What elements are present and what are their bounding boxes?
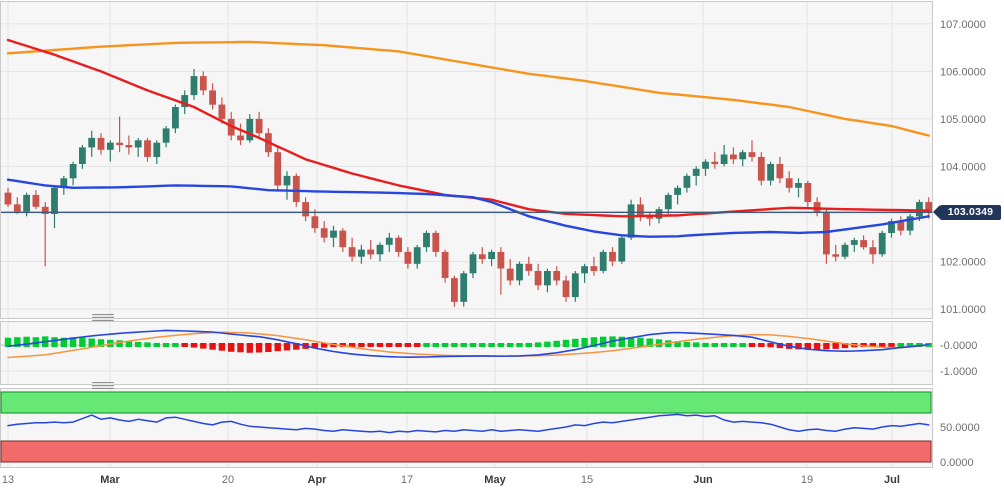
x-tick-label: Mar xyxy=(100,474,120,486)
y-tick-label: 107.0000 xyxy=(940,19,986,31)
y-tick-label: 105.0000 xyxy=(940,114,986,126)
x-tick-label: 15 xyxy=(581,474,593,486)
x-tick-label: Jun xyxy=(693,474,713,486)
x-tick-label: Apr xyxy=(308,474,328,486)
candlestick-series xyxy=(4,69,933,307)
x-tick-label: Jul xyxy=(884,474,900,486)
price-panel[interactable] xyxy=(1,38,933,307)
panel-resize-handle-1[interactable] xyxy=(92,314,114,321)
oversold-band xyxy=(0,440,932,463)
y-tick-label: 104.0000 xyxy=(940,161,986,173)
price-axis[interactable]: 107.0000 106.0000 105.0000 104.0000 102.0000… xyxy=(940,19,986,469)
last-price-value: 103.0349 xyxy=(947,205,994,218)
y-tick-label: 101.0000 xyxy=(940,304,986,316)
x-tick-label: 20 xyxy=(222,474,234,486)
macd-panel[interactable] xyxy=(4,329,932,359)
y-tick-label: -0.0000 xyxy=(940,340,977,352)
last-price-badge: 103.0349 xyxy=(933,204,1001,220)
y-tick-label: 102.0000 xyxy=(940,257,986,269)
y-tick-label: 106.0000 xyxy=(940,66,986,78)
y-tick-label: 50.0000 xyxy=(940,422,980,434)
x-tick-label: May xyxy=(484,474,506,486)
rsi-panel[interactable] xyxy=(0,391,932,463)
rsi-line xyxy=(7,413,930,434)
y-tick-label: 0.0000 xyxy=(940,457,974,469)
y-tick-label: -1.0000 xyxy=(940,366,977,378)
moving-average-lines xyxy=(6,38,930,238)
panel-resize-handle-2[interactable] xyxy=(92,382,114,389)
panel-backgrounds xyxy=(0,1,933,468)
x-tick-label: 17 xyxy=(401,474,413,486)
x-tick-label: 13 xyxy=(2,474,14,486)
overbought-band xyxy=(0,391,932,414)
time-axis[interactable]: 13 Mar 20 Apr 17 May 15 Jun 19 Jul xyxy=(2,474,900,486)
x-tick-label: 19 xyxy=(801,474,813,486)
macd-lines xyxy=(7,329,930,359)
